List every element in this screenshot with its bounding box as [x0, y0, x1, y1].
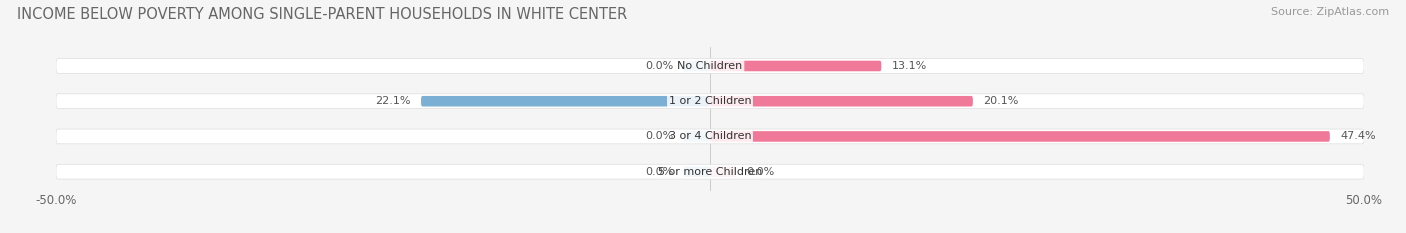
Text: 0.0%: 0.0% — [747, 167, 775, 177]
Text: 20.1%: 20.1% — [983, 96, 1019, 106]
FancyBboxPatch shape — [420, 96, 710, 106]
Text: 13.1%: 13.1% — [891, 61, 927, 71]
Text: 1 or 2 Children: 1 or 2 Children — [669, 96, 751, 106]
Text: 47.4%: 47.4% — [1340, 131, 1376, 141]
Text: 5 or more Children: 5 or more Children — [658, 167, 762, 177]
FancyBboxPatch shape — [710, 61, 882, 71]
Text: INCOME BELOW POVERTY AMONG SINGLE-PARENT HOUSEHOLDS IN WHITE CENTER: INCOME BELOW POVERTY AMONG SINGLE-PARENT… — [17, 7, 627, 22]
FancyBboxPatch shape — [56, 164, 1364, 179]
FancyBboxPatch shape — [710, 131, 1330, 142]
Text: 0.0%: 0.0% — [645, 131, 673, 141]
FancyBboxPatch shape — [683, 131, 710, 142]
Text: No Children: No Children — [678, 61, 742, 71]
Text: Source: ZipAtlas.com: Source: ZipAtlas.com — [1271, 7, 1389, 17]
Text: 0.0%: 0.0% — [645, 61, 673, 71]
FancyBboxPatch shape — [683, 61, 710, 71]
FancyBboxPatch shape — [683, 166, 710, 177]
FancyBboxPatch shape — [56, 94, 1364, 109]
FancyBboxPatch shape — [710, 166, 737, 177]
FancyBboxPatch shape — [56, 129, 1364, 144]
Text: 0.0%: 0.0% — [645, 167, 673, 177]
FancyBboxPatch shape — [710, 96, 973, 106]
Text: 3 or 4 Children: 3 or 4 Children — [669, 131, 751, 141]
Text: 22.1%: 22.1% — [375, 96, 411, 106]
FancyBboxPatch shape — [56, 58, 1364, 73]
